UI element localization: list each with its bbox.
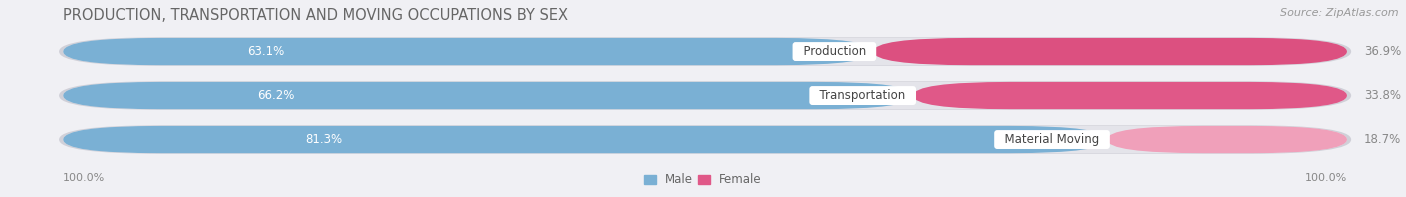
- Text: 63.1%: 63.1%: [247, 45, 284, 58]
- FancyBboxPatch shape: [59, 125, 1351, 154]
- FancyBboxPatch shape: [59, 81, 1351, 110]
- FancyBboxPatch shape: [912, 82, 1347, 109]
- Text: 81.3%: 81.3%: [305, 133, 343, 146]
- Text: Source: ZipAtlas.com: Source: ZipAtlas.com: [1281, 8, 1399, 18]
- FancyBboxPatch shape: [873, 38, 1347, 65]
- FancyBboxPatch shape: [1107, 126, 1347, 153]
- Text: 66.2%: 66.2%: [257, 89, 294, 102]
- Text: Transportation: Transportation: [813, 89, 912, 102]
- Text: Material Moving: Material Moving: [997, 133, 1107, 146]
- FancyBboxPatch shape: [59, 37, 1351, 66]
- Text: 18.7%: 18.7%: [1364, 133, 1400, 146]
- Text: 100.0%: 100.0%: [1305, 173, 1347, 183]
- FancyBboxPatch shape: [63, 126, 1107, 153]
- FancyBboxPatch shape: [63, 82, 1347, 109]
- Text: 100.0%: 100.0%: [63, 173, 105, 183]
- FancyBboxPatch shape: [63, 82, 912, 109]
- FancyBboxPatch shape: [63, 38, 1347, 65]
- FancyBboxPatch shape: [63, 38, 873, 65]
- Legend: Male, Female: Male, Female: [640, 169, 766, 191]
- Text: 33.8%: 33.8%: [1364, 89, 1400, 102]
- FancyBboxPatch shape: [63, 126, 1347, 153]
- Text: Production: Production: [796, 45, 873, 58]
- Text: PRODUCTION, TRANSPORTATION AND MOVING OCCUPATIONS BY SEX: PRODUCTION, TRANSPORTATION AND MOVING OC…: [63, 8, 568, 23]
- Text: 36.9%: 36.9%: [1364, 45, 1400, 58]
